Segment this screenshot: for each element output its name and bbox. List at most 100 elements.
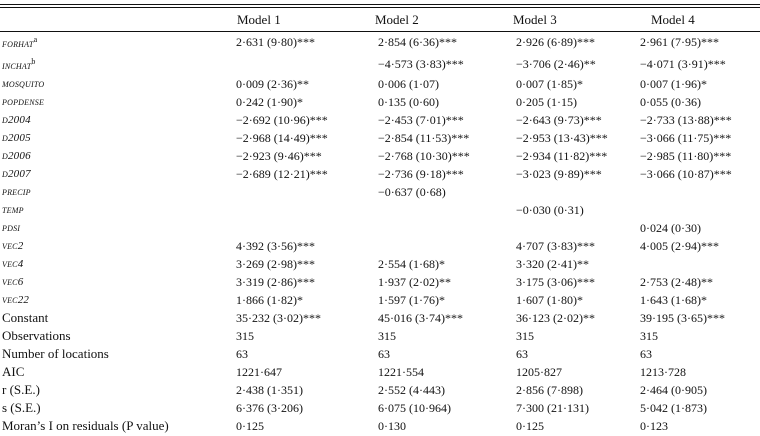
variable-name: AIC — [2, 364, 25, 379]
variable-name: Moran’s I on residuals (P value) — [2, 418, 169, 433]
cell-model-3: 7·300 (21·131) — [516, 400, 589, 415]
cell-model-1: 4·392 (3·56)*** — [236, 238, 315, 253]
table-row: vec4 3·269 (2·98)*** 2·554 (1·68)* 3·320 (2… — [0, 255, 760, 273]
cell-model-3: 3·320 (2·41)** — [516, 256, 589, 271]
cell-model-3: −0·030 (0·31) — [516, 202, 584, 217]
variable-name: vec22 — [2, 294, 30, 306]
cell-model-3 — [490, 219, 628, 237]
cell-model-1: −2·689 (12·21)*** — [236, 166, 328, 181]
cell-model-4: 2·464 (0·905) — [640, 382, 707, 397]
cell-model-2: 315 — [378, 328, 396, 343]
top-rule — [0, 4, 760, 5]
cell-model-1: 3·319 (2·86)*** — [236, 274, 315, 289]
cell-model-4 — [628, 201, 760, 219]
cell-model-1: 1·866 (1·82)* — [236, 292, 303, 307]
cell-model-3: 4·707 (3·83)*** — [516, 238, 595, 253]
cell-model-3: −2·934 (11·82)*** — [516, 148, 608, 163]
cell-model-3: 0·125 — [516, 418, 544, 433]
cell-model-3 — [490, 183, 628, 201]
cell-model-3: 2·926 (6·89)*** — [516, 34, 595, 49]
cell-model-2: 2·854 (6·36)*** — [378, 34, 457, 49]
table-body: forhata 2·631 (9·80)*** 2·854 (6·36)*** 2·9… — [0, 31, 760, 435]
cell-model-4: −3·066 (11·75)*** — [640, 130, 732, 145]
header-model-3: Model 3 — [513, 12, 557, 27]
cell-model-4: −2·733 (13·88)*** — [640, 112, 732, 127]
cell-model-2: −2·736 (9·18)*** — [378, 166, 464, 181]
cell-model-2: −2·854 (11·53)*** — [378, 130, 470, 145]
cell-model-3: 36·123 (2·02)** — [516, 310, 595, 325]
table-row: AIC 1221·647 1221·554 1205·827 1213·728 — [0, 363, 760, 381]
cell-model-2: 2·552 (4·443) — [378, 382, 445, 397]
variable-name: d2005 — [2, 132, 31, 144]
cell-model-3: 315 — [516, 328, 534, 343]
variable-name: vec4 — [2, 258, 24, 270]
table-row: Constant 35·232 (3·02)*** 45·016 (3·74)***… — [0, 309, 760, 327]
cell-model-4: 5·042 (1·873) — [640, 400, 707, 415]
header-label — [0, 9, 236, 31]
cell-model-2 — [350, 237, 490, 255]
cell-model-4: 4·005 (2·94)*** — [640, 238, 719, 253]
row-label: r (S.E.) — [0, 381, 236, 399]
cell-model-3: 63 — [516, 346, 528, 361]
cell-model-2: 0·135 (0·60) — [378, 94, 439, 109]
cell-model-3: −3·023 (9·89)*** — [516, 166, 602, 181]
cell-model-1: 0·009 (2·36)** — [236, 76, 309, 91]
variable-name: inchat — [2, 60, 32, 72]
cell-model-2: 0·130 — [378, 418, 406, 433]
cell-model-4 — [628, 183, 760, 201]
cell-model-1: 315 — [236, 328, 254, 343]
row-label: d2005 — [0, 129, 236, 147]
cell-model-4: 0·024 (0·30) — [640, 220, 701, 235]
header-rule — [0, 31, 760, 32]
row-label: vec22 — [0, 291, 236, 309]
cell-model-2: 0·006 (1·07) — [378, 76, 439, 91]
row-label: vec6 — [0, 273, 236, 291]
cell-model-2: 1·597 (1·76)* — [378, 292, 445, 307]
cell-model-2: 6·075 (10·964) — [378, 400, 451, 415]
row-label: Moran’s I on residuals (P value) — [0, 417, 236, 435]
cell-model-3: −2·643 (9·73)*** — [516, 112, 602, 127]
table-row: r (S.E.) 2·438 (1·351) 2·552 (4·443) 2·856 … — [0, 381, 760, 399]
row-label: d2007 — [0, 165, 236, 183]
table-row: vec2 4·392 (3·56)*** 4·707 (3·83)*** 4·005 … — [0, 237, 760, 255]
row-label: temp — [0, 201, 236, 219]
table-row: d2004 −2·692 (10·96)*** −2·453 (7·01)*** −2… — [0, 111, 760, 129]
header-model-2: Model 2 — [375, 12, 419, 27]
row-label: d2004 — [0, 111, 236, 129]
row-label: s (S.E.) — [0, 399, 236, 417]
cell-model-1: −2·968 (14·49)*** — [236, 130, 328, 145]
table-row: popdense 0·242 (1·90)* 0·135 (0·60) 0·205 (… — [0, 93, 760, 111]
cell-model-4: −2·985 (11·80)*** — [640, 148, 732, 163]
row-label: vec4 — [0, 255, 236, 273]
table-row: d2007 −2·689 (12·21)*** −2·736 (9·18)*** −3… — [0, 165, 760, 183]
table-row: temp −0·030 (0·31) — [0, 201, 760, 219]
cell-model-1 — [236, 53, 350, 75]
cell-model-3: 3·175 (3·06)*** — [516, 274, 595, 289]
row-label: AIC — [0, 363, 236, 381]
table-row: vec22 1·866 (1·82)* 1·597 (1·76)* 1·607 (1·… — [0, 291, 760, 309]
table-row: vec6 3·319 (2·86)*** 1·937 (2·02)** 3·175 (… — [0, 273, 760, 291]
cell-model-4: 0·123 — [640, 418, 668, 433]
table-row: precip −0·637 (0·68) — [0, 183, 760, 201]
table-row: d2006 −2·923 (9·46)*** −2·768 (10·30)*** −2… — [0, 147, 760, 165]
row-label: Number of locations — [0, 345, 236, 363]
cell-model-1: 2·631 (9·80)*** — [236, 34, 315, 49]
header-row: Model 1 Model 2 Model 3 Model 4 — [0, 9, 760, 31]
cell-model-4: −3·066 (10·87)*** — [640, 166, 732, 181]
cell-model-4: 1·643 (1·68)* — [640, 292, 707, 307]
table-row: s (S.E.) 6·376 (3·206) 6·075 (10·964) 7·300… — [0, 399, 760, 417]
cell-model-1: −2·692 (10·96)*** — [236, 112, 328, 127]
row-label: forhata — [0, 31, 236, 53]
variable-name: d2004 — [2, 114, 31, 126]
cell-model-2: −2·768 (10·30)*** — [378, 148, 470, 163]
row-label: d2006 — [0, 147, 236, 165]
cell-model-1: 2·438 (1·351) — [236, 382, 303, 397]
row-label: Constant — [0, 309, 236, 327]
cell-model-3: 1·607 (1·80)* — [516, 292, 583, 307]
cell-model-1: 63 — [236, 346, 248, 361]
header-model-4: Model 4 — [651, 12, 695, 27]
variable-name: precip — [2, 186, 31, 198]
table-row: pdsi 0·024 (0·30) — [0, 219, 760, 237]
cell-model-4: 0·055 (0·36) — [640, 94, 701, 109]
